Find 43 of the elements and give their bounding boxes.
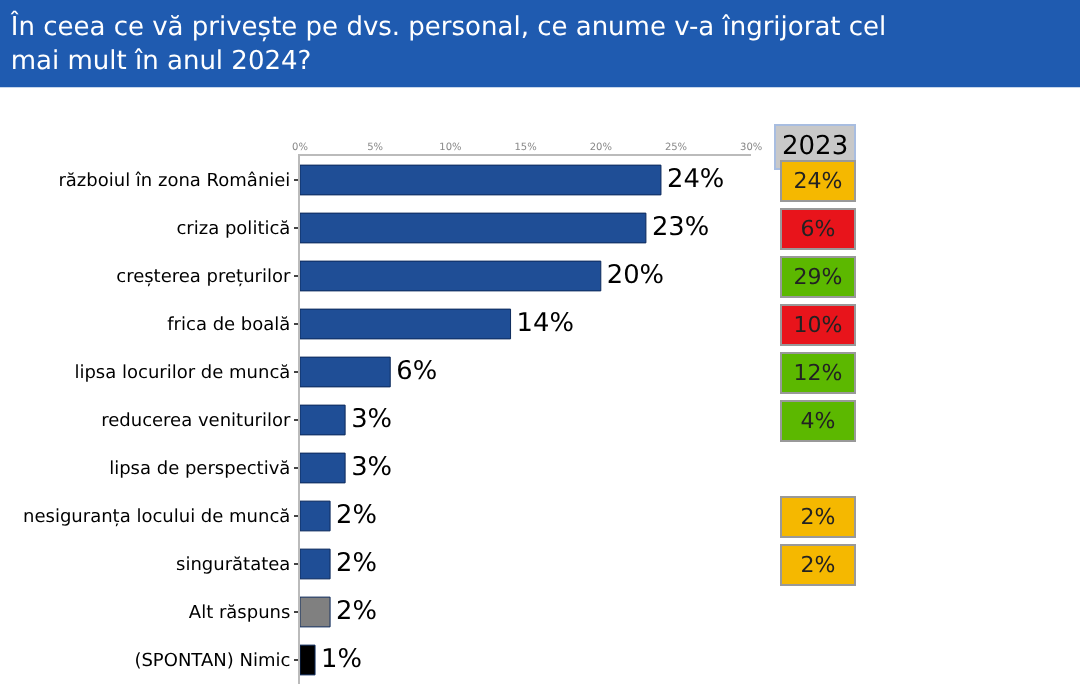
y-tick-label: nesiguranța locului de muncă [23,508,291,529]
chart-title: În ceea ce vă privește pe dvs. personal, ce anume v-a îngrijorat cel mai mult în anul 2024? [8,9,887,77]
y-tick-label: criza politică [176,220,291,241]
data-label: 2% [336,500,377,531]
data-label: 3% [351,404,393,435]
data-label: 3% [351,452,393,483]
bar [300,164,662,196]
bar [300,548,331,580]
y-tick-label: lipsa locurilor de muncă [74,364,291,385]
y-tick-label: creșterea prețurilor [116,268,291,289]
bar [300,452,346,484]
bar [300,596,331,628]
bar [300,500,331,532]
y-tick-label: frica de boală [167,316,291,337]
data-label: 2% [336,548,377,579]
text: 29% [793,264,843,290]
bar [300,404,346,436]
text: 6% [800,216,836,242]
text: 2% [800,504,836,530]
y-tick-label: singurătatea [176,556,291,577]
data-label: 2% [336,596,377,627]
bar [300,644,316,676]
y-tick-label: reducerea veniturilor [101,412,291,433]
data-label: 6% [396,356,438,387]
y-tick-label: războiul în zona României [58,170,291,193]
data-label: 23% [651,212,710,243]
text: 10% [793,312,843,338]
data-label: 14% [516,308,574,339]
bar [300,212,647,244]
data-label: 20% [606,260,665,291]
y-tick-label: (SPONTAN) Nimic [134,652,291,673]
bar [300,308,512,340]
y-tick-label: Alt răspuns [188,604,292,625]
data-label: 1% [321,644,362,675]
text: 12% [793,360,843,386]
bar [300,260,602,292]
bar [300,356,391,388]
text: 4% [800,408,836,434]
data-label: 24% [667,164,725,195]
y-tick-label: lipsa de perspectivă [109,460,291,481]
text: 2023 [782,132,849,162]
text: 24% [793,168,843,194]
text: 2% [800,552,836,578]
